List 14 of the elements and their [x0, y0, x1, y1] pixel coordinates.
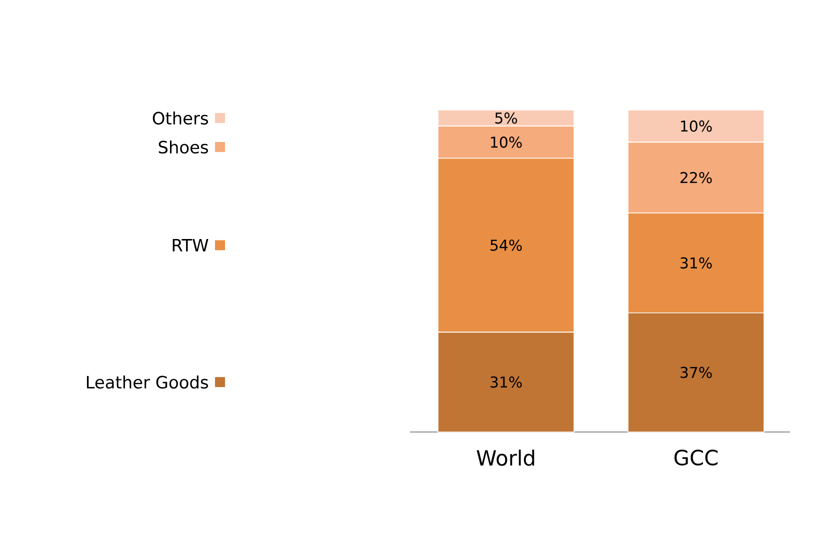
data-label: 22% — [680, 172, 712, 184]
x-tick-label: World — [476, 450, 534, 466]
data-label: 31% — [680, 257, 712, 269]
data-label: 10% — [491, 136, 522, 148]
data-label: 37% — [680, 366, 712, 378]
data-label: 31% — [490, 376, 522, 388]
data-label: 54% — [490, 240, 522, 251]
legend-label: Others — [152, 111, 208, 125]
legend-label: Leather Goods — [86, 376, 208, 389]
x-tick-label: GCC — [674, 450, 718, 466]
legend-label: Shoes — [158, 140, 208, 154]
data-label: 10% — [681, 120, 712, 132]
data-label: 5% — [495, 112, 518, 124]
legend-label: RTW — [172, 239, 208, 252]
